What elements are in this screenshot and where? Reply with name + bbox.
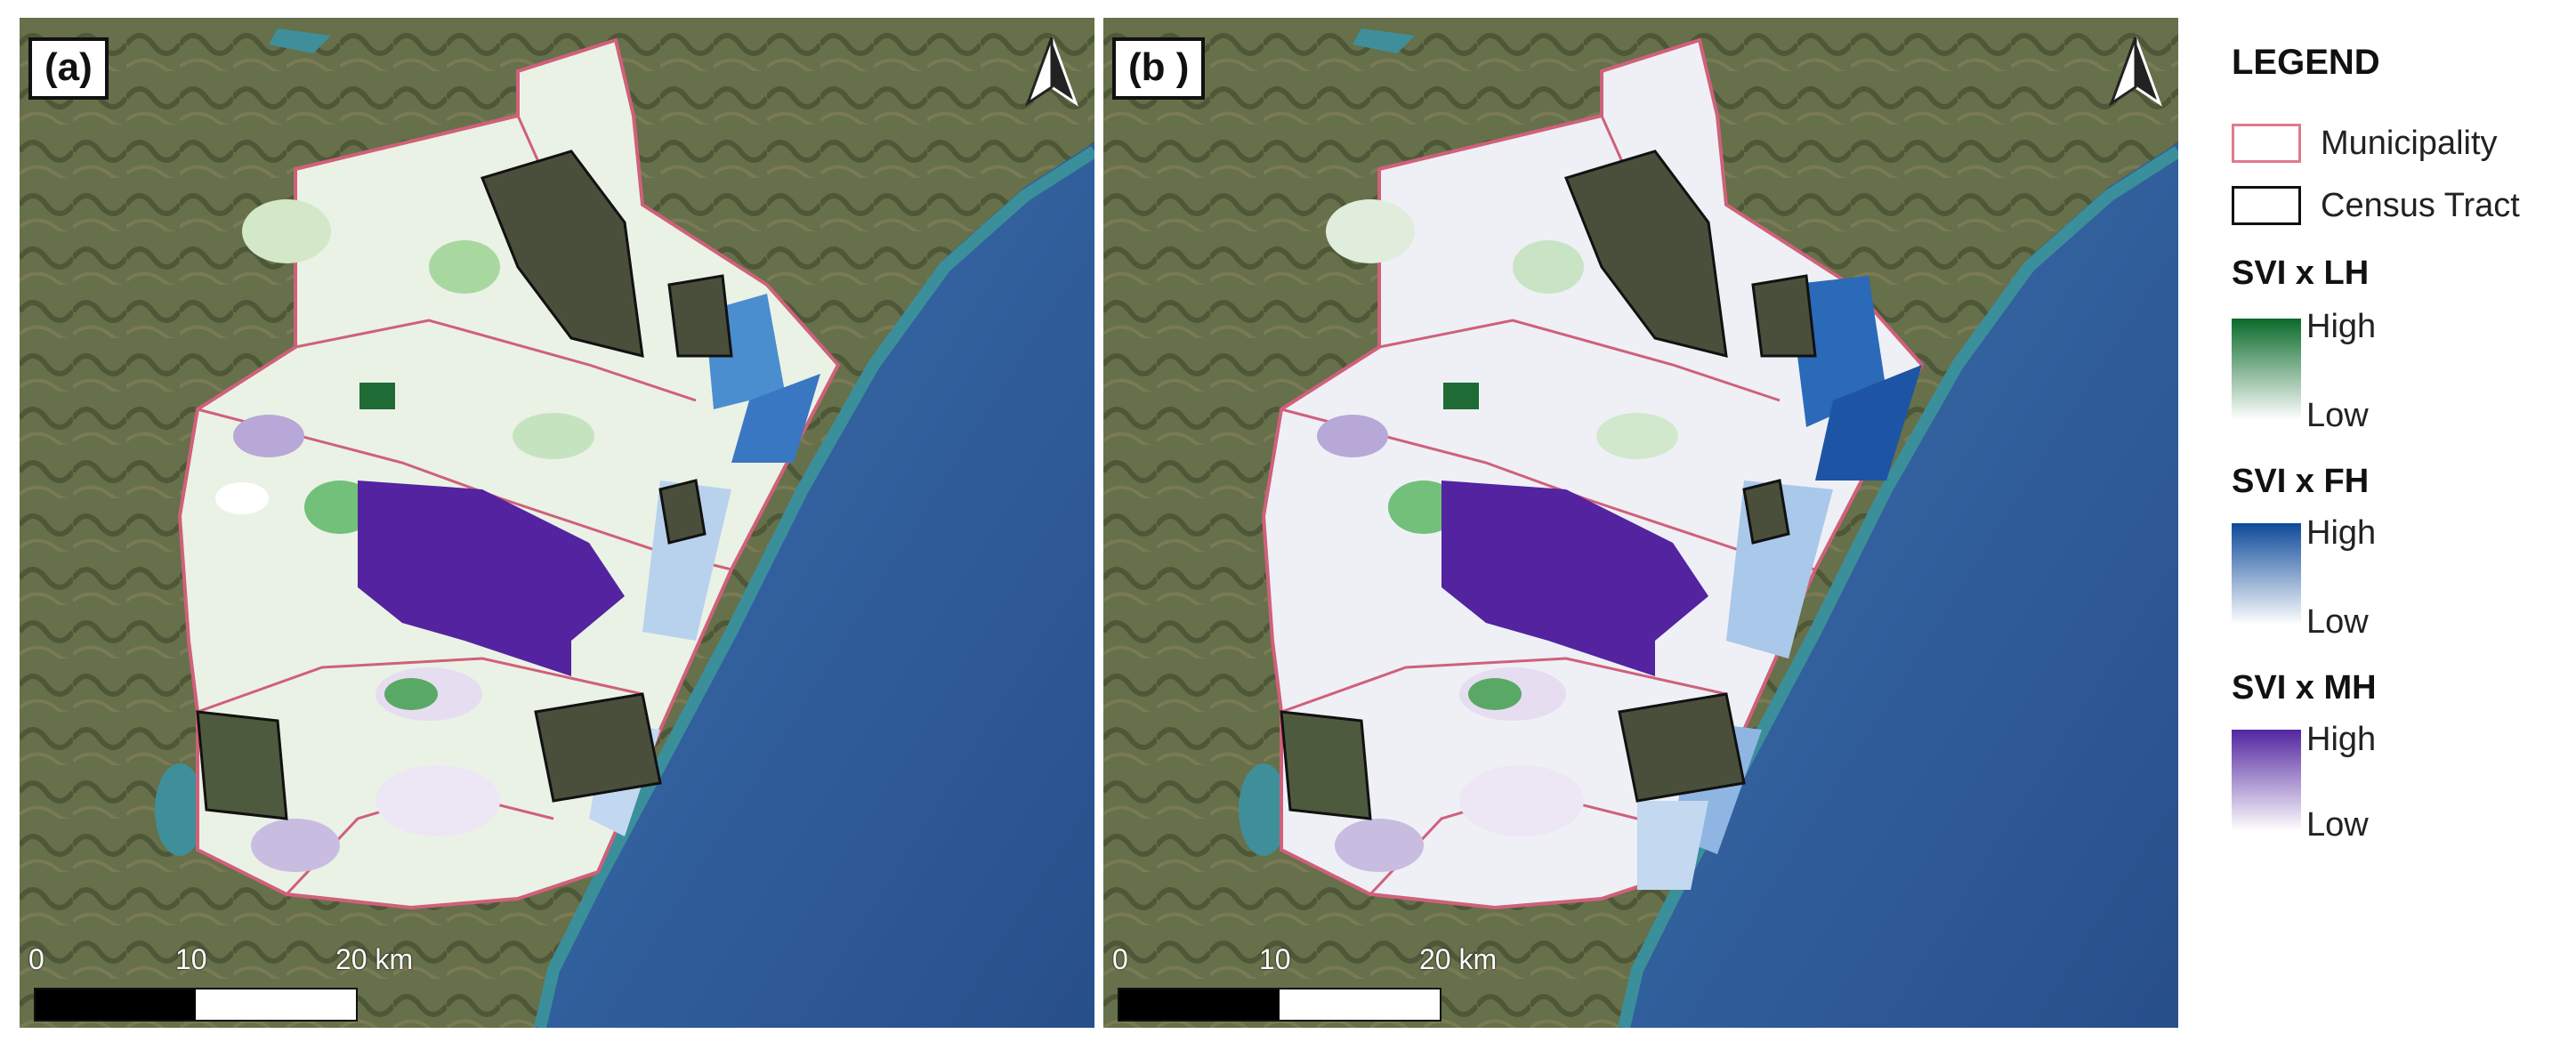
- group-title-fh: SVI x FH: [2232, 463, 2370, 500]
- legend-row-municipality: Municipality: [2232, 121, 2498, 166]
- ramp-mh-low: Low: [2306, 806, 2369, 844]
- group-title-lh: SVI x LH: [2232, 254, 2370, 292]
- map-b-svg: [1103, 18, 2178, 1028]
- panel-label-a: (a): [28, 37, 109, 100]
- scale-tick-10: 10: [1259, 943, 1291, 975]
- ramp-mh-high: High: [2306, 721, 2377, 758]
- map-a-svg: [20, 18, 1094, 1028]
- scale-tick-0: 0: [28, 943, 44, 975]
- study-area: [1261, 37, 1925, 910]
- ramp-lh: [2232, 319, 2301, 420]
- ramp-fh-low: Low: [2306, 603, 2369, 641]
- north-arrow-icon: [2109, 36, 2162, 107]
- ramp-fh-high: High: [2306, 514, 2377, 552]
- coastline: [1618, 146, 2178, 1028]
- sea: [1619, 142, 2178, 1028]
- ramp-mh: [2232, 730, 2301, 831]
- legend-label-census-tract: Census Tract: [2321, 186, 2520, 224]
- map-panel-b: (b ) 0 10 20 km: [1103, 18, 2178, 1028]
- legend-label-municipality: Municipality: [2321, 124, 2498, 162]
- municipality-swatch: [2232, 124, 2301, 163]
- legend-row-census-tract: Census Tract: [2232, 183, 2520, 228]
- scale-tick-0: 0: [1112, 943, 1128, 975]
- legend-title: LEGEND: [2232, 43, 2380, 82]
- ramp-fh: [2232, 523, 2301, 625]
- coastline: [534, 146, 1094, 1028]
- scale-bar: [34, 988, 358, 1022]
- sea: [536, 142, 1094, 1028]
- map-panel-a: (a) 0 10 20 km: [20, 18, 1094, 1028]
- scale-bar: [1118, 988, 1441, 1022]
- reservoir: [155, 763, 205, 856]
- group-title-mh: SVI x MH: [2232, 669, 2377, 707]
- study-area: [177, 37, 841, 910]
- census-tract-swatch: [2232, 186, 2301, 225]
- reservoir: [1239, 763, 1288, 856]
- scale-tick-10: 10: [175, 943, 207, 975]
- scale-tick-20: 20 km: [335, 943, 414, 975]
- ramp-lh-high: High: [2306, 308, 2377, 345]
- northern-lake: [1353, 28, 1415, 53]
- ramp-lh-low: Low: [2306, 397, 2369, 434]
- northern-lake: [269, 28, 331, 53]
- panel-label-b: (b ): [1112, 37, 1206, 100]
- north-arrow-icon: [1025, 36, 1078, 107]
- scale-tick-20: 20 km: [1419, 943, 1498, 975]
- legend: LEGEND Municipality Census Tract SVI x L…: [2198, 0, 2576, 1050]
